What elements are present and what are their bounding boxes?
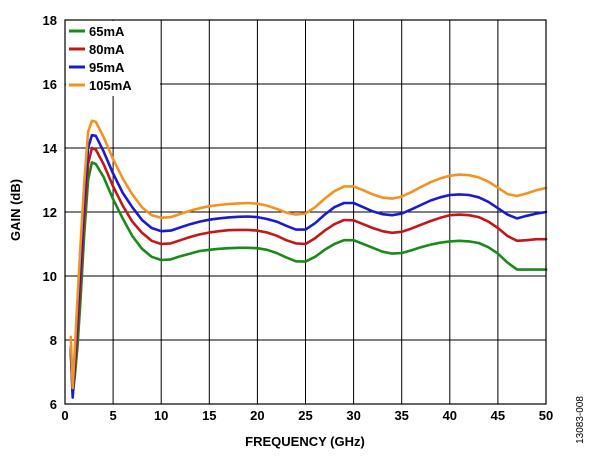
legend-label: 95mA xyxy=(89,60,125,75)
x-tick-label: 35 xyxy=(394,408,408,423)
legend-label: 105mA xyxy=(89,78,132,93)
series-line-95mA xyxy=(69,133,548,399)
x-tick-label: 50 xyxy=(539,408,553,423)
x-tick-label: 5 xyxy=(109,408,116,423)
y-axis-title: GAIN (dB) xyxy=(8,179,23,241)
x-tick-labels: 0 5 10 15 20 25 30 35 40 45 50 xyxy=(61,408,553,423)
x-tick-label: 15 xyxy=(202,408,216,423)
legend-label: 65mA xyxy=(89,24,125,39)
x-tick-label: 10 xyxy=(154,408,168,423)
series-line-65mA xyxy=(69,161,548,396)
legend: 65mA 80mA 95mA 105mA xyxy=(66,21,160,96)
y-tick-label: 18 xyxy=(43,13,57,28)
x-tick-label: 45 xyxy=(491,408,505,423)
series-line-105mA xyxy=(69,119,548,390)
y-tick-labels: 6 8 10 12 14 16 18 xyxy=(43,13,58,412)
y-tick-label: 12 xyxy=(43,205,57,220)
legend-label: 80mA xyxy=(89,42,125,57)
x-axis-title: FREQUENCY (GHz) xyxy=(245,434,365,449)
y-tick-label: 14 xyxy=(43,141,58,156)
plot-frame xyxy=(64,19,547,405)
x-tick-label: 20 xyxy=(250,408,264,423)
x-tick-label: 25 xyxy=(298,408,312,423)
x-tick-label: 40 xyxy=(443,408,457,423)
x-tick-label: 0 xyxy=(61,408,68,423)
y-tick-label: 10 xyxy=(43,269,57,284)
series-line-80mA xyxy=(69,146,548,393)
figure-id: 13083-008 xyxy=(575,396,586,444)
x-tick-label: 30 xyxy=(346,408,360,423)
y-tick-label: 6 xyxy=(50,397,57,412)
y-tick-label: 8 xyxy=(50,333,57,348)
y-tick-label: 16 xyxy=(43,77,57,92)
series-lines xyxy=(69,119,548,399)
